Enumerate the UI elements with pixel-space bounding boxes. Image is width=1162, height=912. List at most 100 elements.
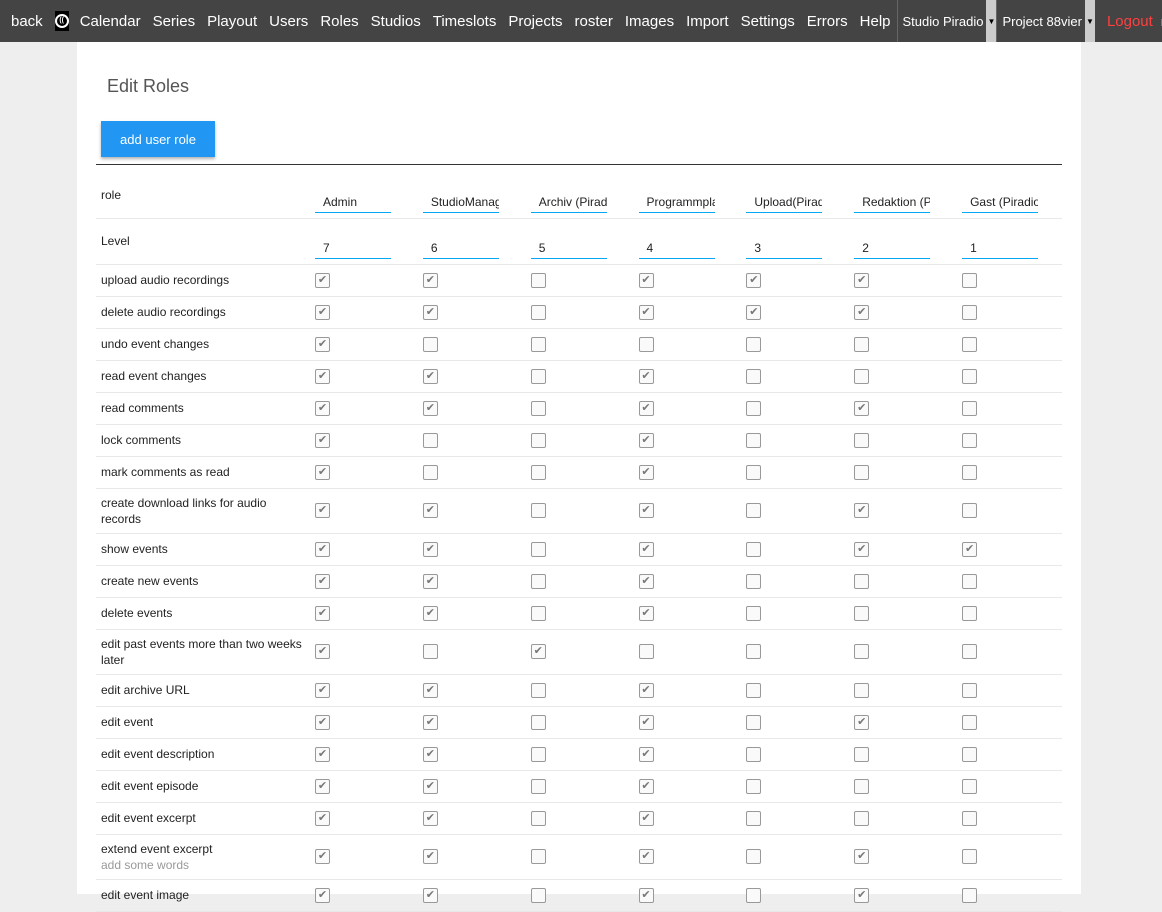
permission-checkbox[interactable] xyxy=(854,464,870,480)
permission-checkbox[interactable] xyxy=(530,778,546,794)
permission-checkbox[interactable] xyxy=(530,746,546,762)
nav-roles[interactable]: Roles xyxy=(320,12,359,30)
permission-checkbox[interactable]: ✔ xyxy=(638,746,654,762)
nav-studios[interactable]: Studios xyxy=(370,12,421,30)
permission-checkbox[interactable]: ✔ xyxy=(315,746,330,762)
permission-checkbox[interactable] xyxy=(530,887,546,903)
level-input[interactable]: 3 xyxy=(746,237,823,259)
permission-checkbox[interactable]: ✔ xyxy=(962,541,978,557)
permission-checkbox[interactable] xyxy=(962,336,978,352)
permission-checkbox[interactable] xyxy=(746,714,762,730)
permission-checkbox[interactable] xyxy=(530,810,546,826)
permission-checkbox[interactable]: ✔ xyxy=(315,778,330,794)
permission-checkbox[interactable] xyxy=(962,887,978,903)
permission-checkbox[interactable]: ✔ xyxy=(315,272,330,288)
permission-checkbox[interactable]: ✔ xyxy=(422,682,438,698)
permission-checkbox[interactable]: ✔ xyxy=(315,605,330,621)
nav-images[interactable]: Images xyxy=(624,12,675,30)
permission-checkbox[interactable] xyxy=(638,644,654,659)
permission-checkbox[interactable]: ✔ xyxy=(422,887,438,903)
logout-link[interactable]: Logout xyxy=(1106,12,1153,30)
permission-checkbox[interactable]: ✔ xyxy=(638,887,654,903)
permission-checkbox[interactable] xyxy=(746,336,762,352)
permission-checkbox[interactable]: ✔ xyxy=(638,464,654,480)
permission-checkbox[interactable] xyxy=(854,368,870,384)
permission-checkbox[interactable] xyxy=(746,682,762,698)
permission-checkbox[interactable] xyxy=(962,810,978,826)
permission-checkbox[interactable] xyxy=(530,541,546,557)
permission-checkbox[interactable] xyxy=(854,644,870,659)
permission-checkbox[interactable] xyxy=(746,778,762,794)
permission-checkbox[interactable]: ✔ xyxy=(638,714,654,730)
permission-checkbox[interactable] xyxy=(962,464,978,480)
permission-checkbox[interactable]: ✔ xyxy=(422,272,438,288)
permission-checkbox[interactable] xyxy=(746,887,762,903)
permission-checkbox[interactable]: ✔ xyxy=(422,746,438,762)
permission-checkbox[interactable]: ✔ xyxy=(638,810,654,826)
permission-checkbox[interactable] xyxy=(854,682,870,698)
level-input[interactable]: 2 xyxy=(854,237,931,259)
permission-checkbox[interactable]: ✔ xyxy=(315,887,330,903)
permission-checkbox[interactable] xyxy=(530,400,546,416)
permission-checkbox[interactable] xyxy=(962,682,978,698)
permission-checkbox[interactable] xyxy=(962,605,978,621)
permission-checkbox[interactable]: ✔ xyxy=(854,887,870,903)
permission-checkbox[interactable]: ✔ xyxy=(315,682,330,698)
permission-checkbox[interactable]: ✔ xyxy=(422,605,438,621)
permission-checkbox[interactable] xyxy=(422,336,438,352)
permission-checkbox[interactable]: ✔ xyxy=(638,849,654,864)
permission-checkbox[interactable]: ✔ xyxy=(422,400,438,416)
permission-checkbox[interactable] xyxy=(422,464,438,480)
permission-checkbox[interactable]: ✔ xyxy=(315,714,330,730)
permission-checkbox[interactable] xyxy=(962,304,978,320)
permission-checkbox[interactable] xyxy=(962,573,978,589)
permission-checkbox[interactable] xyxy=(962,644,978,659)
permission-checkbox[interactable]: ✔ xyxy=(422,714,438,730)
permission-checkbox[interactable]: ✔ xyxy=(422,503,438,518)
permission-checkbox[interactable]: ✔ xyxy=(422,778,438,794)
permission-checkbox[interactable]: ✔ xyxy=(530,644,546,659)
permission-checkbox[interactable] xyxy=(746,605,762,621)
permission-checkbox[interactable] xyxy=(530,503,546,518)
permission-checkbox[interactable] xyxy=(530,849,546,864)
permission-checkbox[interactable] xyxy=(746,503,762,518)
permission-checkbox[interactable]: ✔ xyxy=(854,304,870,320)
permission-checkbox[interactable] xyxy=(962,400,978,416)
permission-checkbox[interactable]: ✔ xyxy=(315,400,330,416)
permission-checkbox[interactable] xyxy=(746,573,762,589)
permission-checkbox[interactable] xyxy=(746,464,762,480)
permission-checkbox[interactable] xyxy=(530,682,546,698)
permission-checkbox[interactable]: ✔ xyxy=(638,368,654,384)
permission-checkbox[interactable] xyxy=(854,746,870,762)
permission-checkbox[interactable]: ✔ xyxy=(854,849,870,864)
permission-checkbox[interactable] xyxy=(422,644,438,659)
permission-checkbox[interactable]: ✔ xyxy=(638,573,654,589)
permission-checkbox[interactable]: ✔ xyxy=(315,432,330,448)
nav-import[interactable]: Import xyxy=(686,12,729,30)
nav-calendar[interactable]: Calendar xyxy=(79,12,141,30)
permission-checkbox[interactable] xyxy=(530,714,546,730)
role-input[interactable]: Upload(Piradio) xyxy=(746,191,823,213)
permission-checkbox[interactable]: ✔ xyxy=(638,503,654,518)
permission-checkbox[interactable]: ✔ xyxy=(422,810,438,826)
permission-checkbox[interactable] xyxy=(854,573,870,589)
permission-checkbox[interactable]: ✔ xyxy=(854,272,870,288)
permission-checkbox[interactable] xyxy=(854,605,870,621)
permission-checkbox[interactable]: ✔ xyxy=(422,573,438,589)
permission-checkbox[interactable] xyxy=(962,849,978,864)
level-input[interactable]: 5 xyxy=(530,237,607,259)
permission-checkbox[interactable]: ✔ xyxy=(315,368,330,384)
permission-checkbox[interactable]: ✔ xyxy=(746,304,762,320)
nav-help[interactable]: Help xyxy=(859,12,891,30)
studio-select[interactable]: Studio Piradio ▼ xyxy=(896,0,997,42)
permission-checkbox[interactable]: ✔ xyxy=(315,503,330,518)
add-user-role-button[interactable]: add user role xyxy=(101,121,215,157)
permission-checkbox[interactable]: ✔ xyxy=(422,849,438,864)
permission-checkbox[interactable]: ✔ xyxy=(315,849,330,864)
permission-checkbox[interactable]: ✔ xyxy=(638,605,654,621)
permission-checkbox[interactable] xyxy=(854,432,870,448)
permission-checkbox[interactable] xyxy=(746,541,762,557)
logo-icon[interactable]: (( xyxy=(54,11,69,31)
permission-checkbox[interactable]: ✔ xyxy=(638,432,654,448)
permission-checkbox[interactable] xyxy=(530,573,546,589)
